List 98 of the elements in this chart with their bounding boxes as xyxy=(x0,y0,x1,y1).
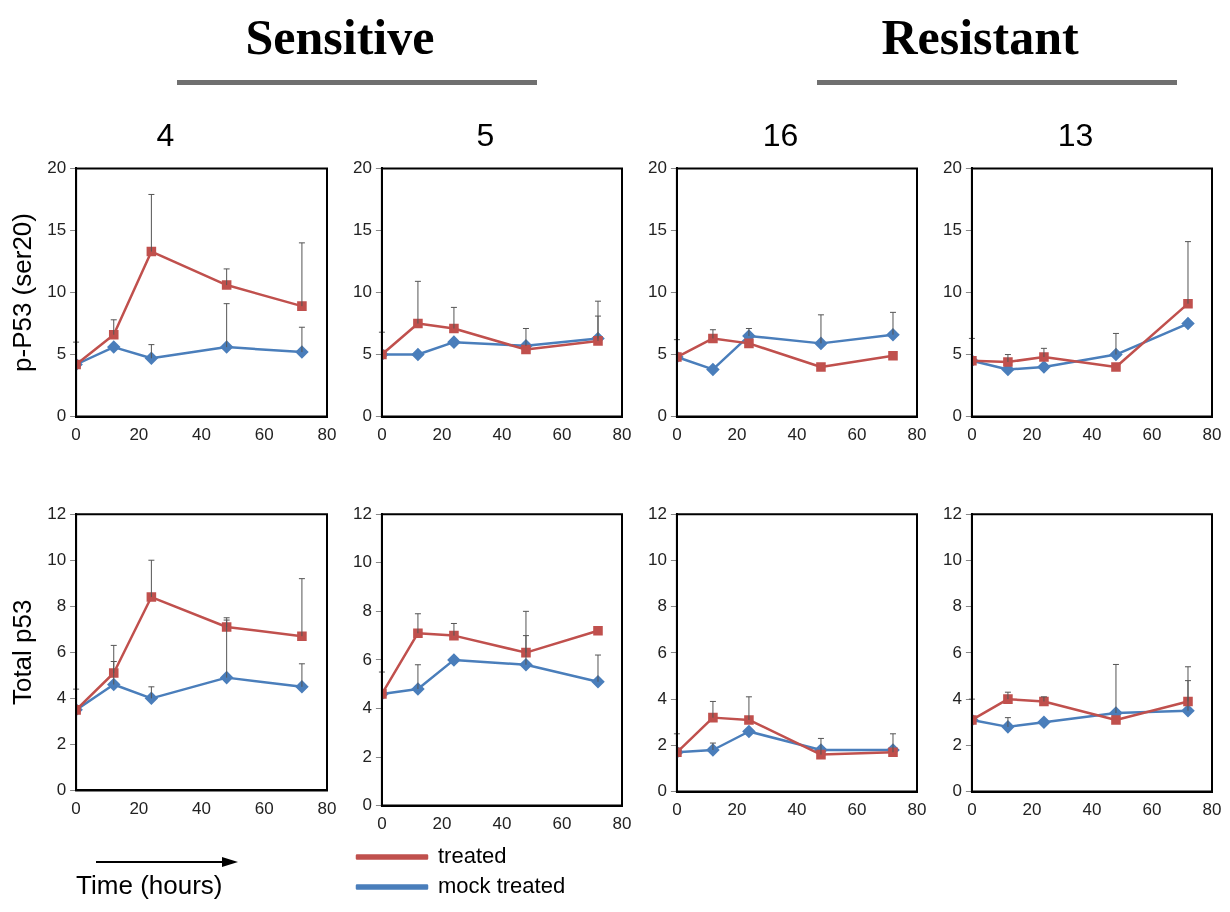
y-tick-label: 5 xyxy=(362,344,372,364)
y-tick-label: 0 xyxy=(952,406,962,426)
x-tick-label: 0 xyxy=(71,799,81,819)
x-tick-label: 20 xyxy=(1022,425,1042,445)
y-tick-label: 8 xyxy=(362,601,372,621)
y-tick-label: 4 xyxy=(56,688,67,708)
x-tick-label: 0 xyxy=(71,425,81,445)
y-tick-label: 8 xyxy=(952,596,962,616)
chart-title: 4 xyxy=(156,117,175,154)
y-tick-label: 10 xyxy=(352,282,372,302)
y-tick-label: 0 xyxy=(362,406,372,426)
y-tick-label: 8 xyxy=(657,596,667,616)
y-tick-label: 2 xyxy=(362,746,372,766)
x-tick-label: 20 xyxy=(1022,800,1042,820)
y-tick-label: 10 xyxy=(647,550,667,570)
y-tick-label: 2 xyxy=(56,734,67,754)
x-tick-label: 40 xyxy=(192,425,212,445)
y-tick-label: 8 xyxy=(56,595,67,615)
chart-title: 5 xyxy=(476,117,495,154)
x-tick-label: 60 xyxy=(1142,425,1162,445)
x-tick-label: 40 xyxy=(1082,425,1102,445)
x-tick-label: 60 xyxy=(847,425,867,445)
x-tick-label: 40 xyxy=(787,425,807,445)
y-tick-label: 0 xyxy=(56,406,67,426)
y-tick-label: 6 xyxy=(657,642,667,662)
x-tick-label: 20 xyxy=(432,814,452,834)
x-tick-label: 20 xyxy=(432,425,452,445)
x-tick-label: 60 xyxy=(847,800,867,820)
x-tick-label: 60 xyxy=(552,425,572,445)
x-tick-label: 40 xyxy=(787,800,807,820)
y-tick-label: 4 xyxy=(657,688,667,708)
x-tick-label: 60 xyxy=(254,799,274,819)
y-tick-label: 15 xyxy=(47,220,67,240)
y-tick-label: 5 xyxy=(56,344,67,364)
x-tick-label: 40 xyxy=(192,799,212,819)
y-tick-label: 20 xyxy=(942,158,962,178)
y-axis-title: Total p53 xyxy=(6,599,37,706)
y-tick-label: 10 xyxy=(47,549,67,569)
y-tick-label: 10 xyxy=(942,550,962,570)
legend-label: mock treated xyxy=(438,873,566,899)
x-tick-label: 80 xyxy=(317,799,337,819)
x-tick-label: 80 xyxy=(317,425,337,445)
y-tick-label: 10 xyxy=(942,282,962,302)
x-tick-label: 0 xyxy=(672,425,682,445)
y-tick-label: 20 xyxy=(47,158,67,178)
x-tick-label: 0 xyxy=(967,800,977,820)
y-tick-label: 15 xyxy=(352,220,372,240)
y-tick-label: 6 xyxy=(952,642,962,662)
x-tick-label: 80 xyxy=(612,814,632,834)
x-tick-label: 20 xyxy=(129,425,149,445)
x-tick-label: 80 xyxy=(1202,800,1222,820)
y-tick-label: 5 xyxy=(952,344,962,364)
y-tick-label: 0 xyxy=(657,406,667,426)
y-tick-label: 12 xyxy=(942,503,962,523)
y-tick-label: 0 xyxy=(952,781,962,801)
x-tick-label: 80 xyxy=(612,425,632,445)
y-tick-label: 4 xyxy=(952,688,962,708)
x-tick-label: 80 xyxy=(907,425,927,445)
legend-label: treated xyxy=(438,843,507,869)
x-tick-label: 0 xyxy=(967,425,977,445)
y-axis-title: p-P53 (ser20) xyxy=(6,213,37,372)
x-tick-label: 0 xyxy=(672,800,682,820)
y-tick-label: 6 xyxy=(56,641,67,661)
y-tick-label: 15 xyxy=(647,220,667,240)
chart-title: 13 xyxy=(1057,117,1094,154)
x-tick-label: 60 xyxy=(1142,800,1162,820)
x-tick-label: 80 xyxy=(907,800,927,820)
y-tick-label: 0 xyxy=(56,780,67,800)
x-tick-label: 40 xyxy=(492,814,512,834)
y-tick-label: 12 xyxy=(352,503,372,523)
x-tick-label: 80 xyxy=(1202,425,1222,445)
y-tick-label: 6 xyxy=(362,649,372,669)
y-tick-label: 12 xyxy=(647,503,667,523)
x-tick-label: 20 xyxy=(727,425,747,445)
y-tick-label: 5 xyxy=(657,344,667,364)
y-tick-label: 0 xyxy=(657,781,667,801)
y-tick-label: 2 xyxy=(657,735,667,755)
y-tick-label: 10 xyxy=(647,282,667,302)
x-axis-title: Time (hours) xyxy=(76,869,223,900)
x-tick-label: 60 xyxy=(552,814,572,834)
y-tick-label: 4 xyxy=(362,698,372,718)
text: Resistant xyxy=(880,8,1080,66)
x-tick-label: 0 xyxy=(377,425,387,445)
y-tick-label: 15 xyxy=(942,220,962,240)
y-tick-label: 10 xyxy=(47,282,67,302)
x-tick-label: 40 xyxy=(1082,800,1102,820)
y-tick-label: 2 xyxy=(952,735,962,755)
x-tick-label: 20 xyxy=(129,799,149,819)
y-tick-label: 12 xyxy=(47,503,67,523)
x-tick-label: 40 xyxy=(492,425,512,445)
y-tick-label: 20 xyxy=(647,158,667,178)
x-tick-label: 0 xyxy=(377,814,387,834)
text: Sensitive xyxy=(244,8,436,66)
y-tick-label: 20 xyxy=(352,158,372,178)
x-tick-label: 20 xyxy=(727,800,747,820)
x-tick-label: 60 xyxy=(254,425,274,445)
chart-title: 16 xyxy=(762,117,799,154)
y-tick-label: 10 xyxy=(352,552,372,572)
